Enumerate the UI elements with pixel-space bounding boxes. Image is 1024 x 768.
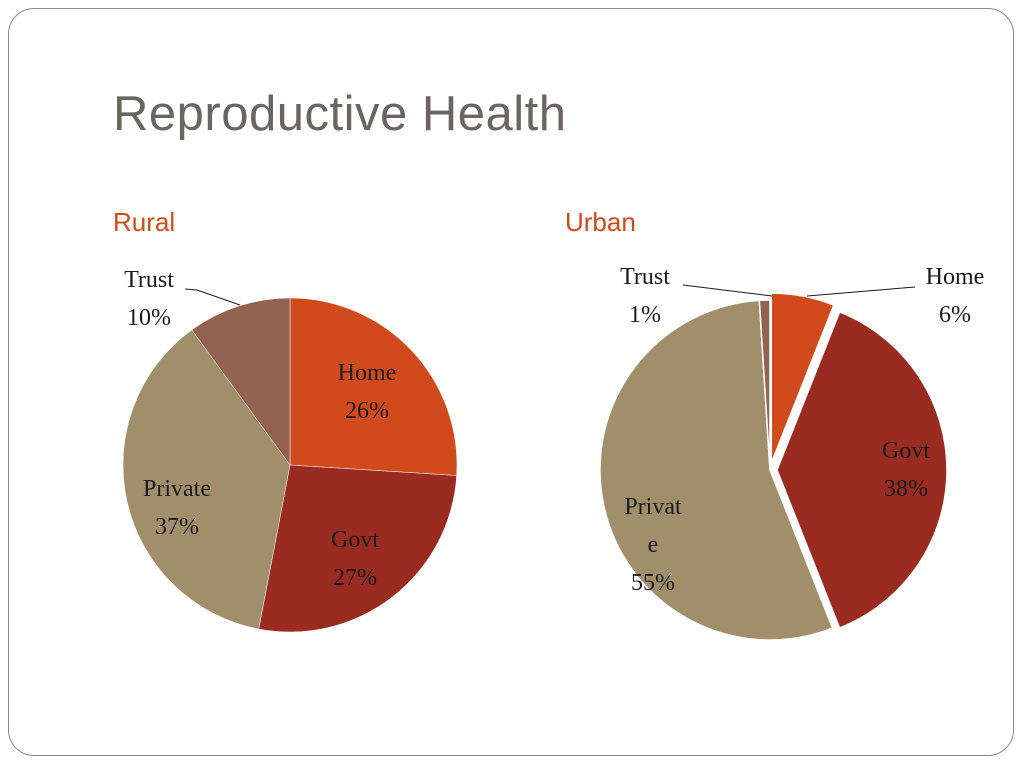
data-label-trust: Trust 10% bbox=[124, 267, 174, 331]
pie-slice-govt bbox=[258, 464, 457, 633]
data-label-home: Home 6% bbox=[926, 264, 985, 328]
rural-chart-title: Rural bbox=[113, 207, 176, 237]
pie-slice-home bbox=[770, 292, 835, 464]
pie-slice-trust bbox=[191, 297, 291, 466]
slide-title: Reproductive Health bbox=[113, 87, 567, 141]
pie-slice-private bbox=[599, 299, 834, 641]
pie-slice-private bbox=[122, 329, 291, 630]
pie-slice-trust bbox=[758, 299, 771, 471]
data-label-private: Privat e 55% bbox=[624, 494, 682, 596]
data-label-govt: Govt 27% bbox=[331, 527, 379, 591]
leader-line-trust bbox=[184, 288, 241, 306]
leader-line-home bbox=[806, 286, 916, 297]
leader-line-trust bbox=[682, 284, 773, 297]
data-label-private: Private 37% bbox=[143, 476, 211, 540]
urban-chart-title: Urban bbox=[565, 207, 636, 237]
data-label-govt: Govt 38% bbox=[882, 438, 930, 502]
data-label-home: Home 26% bbox=[338, 360, 397, 424]
data-label-trust: Trust 1% bbox=[620, 264, 670, 328]
pie-slice-home bbox=[289, 297, 458, 476]
pie-slice-govt bbox=[776, 311, 948, 629]
